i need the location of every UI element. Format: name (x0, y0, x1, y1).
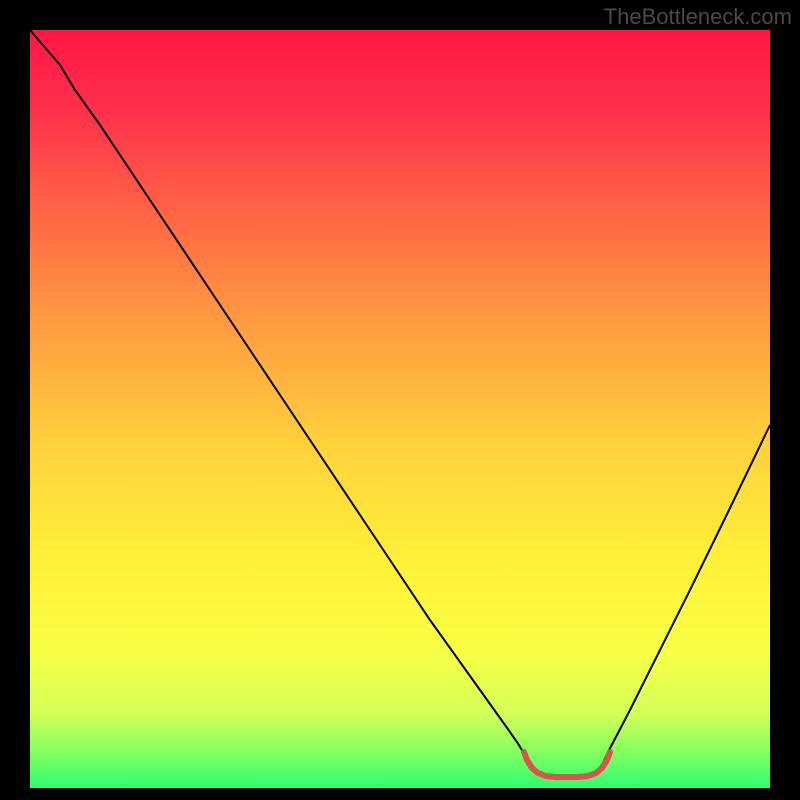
bottleneck-curve (30, 30, 770, 777)
plot-area (30, 30, 770, 788)
curve-layer (30, 30, 770, 788)
optimal-range-marker (524, 752, 610, 777)
watermark-text: TheBottleneck.com (604, 4, 792, 30)
